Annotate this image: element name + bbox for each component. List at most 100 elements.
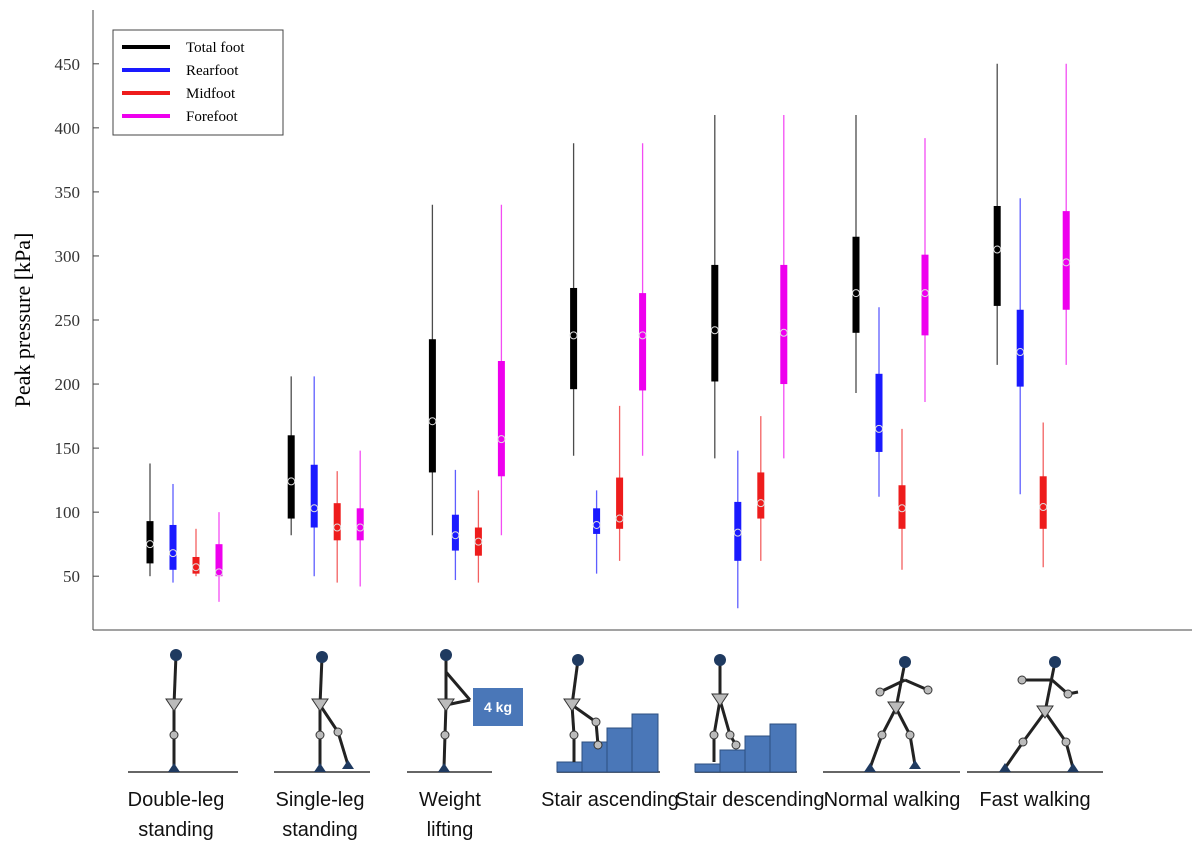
pelvis bbox=[311, 698, 329, 712]
limb bbox=[1043, 661, 1057, 713]
foot bbox=[314, 763, 326, 772]
joint bbox=[591, 717, 601, 727]
median bbox=[615, 514, 624, 523]
box bbox=[497, 360, 505, 477]
head bbox=[572, 654, 584, 666]
median bbox=[592, 520, 601, 529]
median bbox=[146, 540, 154, 549]
limb bbox=[894, 661, 907, 709]
limb bbox=[442, 734, 447, 769]
median bbox=[169, 549, 177, 558]
box bbox=[428, 339, 436, 473]
median bbox=[474, 537, 483, 546]
limb bbox=[894, 707, 912, 736]
limb bbox=[718, 699, 732, 736]
y-tick-label: 350 bbox=[55, 183, 81, 202]
limb bbox=[172, 654, 178, 706]
box bbox=[215, 544, 223, 577]
pelvis bbox=[437, 698, 455, 712]
limb bbox=[908, 734, 917, 766]
limb bbox=[318, 704, 340, 733]
category-label: Single-leg standing bbox=[275, 789, 365, 841]
joint bbox=[1063, 689, 1073, 699]
y-tick-label: 50 bbox=[63, 567, 80, 586]
foot bbox=[1067, 763, 1079, 772]
y-tick-label: 300 bbox=[55, 247, 81, 266]
head bbox=[714, 654, 726, 666]
category-label: Double-leg standing bbox=[127, 789, 225, 841]
median bbox=[1062, 258, 1071, 267]
joint bbox=[877, 730, 887, 740]
y-tick-label: 200 bbox=[55, 375, 81, 394]
y-tick-label: 400 bbox=[55, 119, 81, 138]
weight-box bbox=[473, 688, 523, 726]
joint bbox=[709, 730, 719, 740]
head bbox=[316, 651, 328, 663]
median bbox=[852, 289, 860, 298]
stair bbox=[744, 735, 772, 773]
median bbox=[497, 435, 506, 444]
median bbox=[756, 499, 765, 508]
foot bbox=[438, 763, 450, 772]
box bbox=[310, 464, 318, 528]
joint bbox=[440, 730, 450, 740]
box bbox=[639, 293, 647, 391]
median bbox=[356, 523, 365, 532]
median bbox=[287, 477, 296, 486]
median bbox=[779, 328, 788, 337]
legend-label: Midfoot bbox=[186, 86, 236, 102]
y-axis-label: Peak pressure [kPa] bbox=[10, 233, 35, 408]
head bbox=[440, 649, 452, 661]
head bbox=[170, 649, 182, 661]
joint bbox=[169, 730, 179, 740]
head bbox=[1049, 656, 1061, 668]
limb bbox=[879, 678, 906, 694]
category-label: Stair ascending bbox=[541, 789, 679, 811]
weight-label: 4 kg bbox=[484, 699, 512, 715]
box bbox=[333, 503, 341, 541]
median bbox=[310, 504, 319, 513]
median bbox=[993, 245, 1002, 254]
joint bbox=[569, 730, 579, 740]
box bbox=[875, 373, 883, 452]
foot bbox=[864, 763, 876, 772]
joint bbox=[1018, 737, 1028, 747]
median bbox=[1016, 348, 1025, 357]
median bbox=[451, 531, 460, 540]
joint bbox=[593, 740, 603, 750]
box bbox=[287, 435, 295, 519]
median bbox=[215, 568, 223, 577]
foot bbox=[999, 763, 1011, 772]
limb bbox=[1043, 711, 1068, 743]
box bbox=[780, 264, 788, 385]
joint bbox=[725, 730, 735, 740]
y-tick-label: 100 bbox=[55, 503, 81, 522]
box bbox=[757, 472, 765, 519]
joint bbox=[333, 727, 343, 737]
median bbox=[638, 331, 647, 340]
foot bbox=[342, 760, 354, 769]
stair bbox=[606, 727, 634, 773]
median bbox=[1039, 503, 1048, 512]
category-label: Normal walking bbox=[823, 789, 961, 811]
box bbox=[616, 477, 624, 529]
legend-label: Rearfoot bbox=[186, 63, 239, 79]
box bbox=[169, 524, 177, 570]
limb bbox=[570, 659, 580, 706]
joint bbox=[905, 730, 915, 740]
category-label: Weight lifting bbox=[419, 789, 481, 841]
pelvis bbox=[563, 698, 581, 712]
y-tick-label: 250 bbox=[55, 311, 81, 330]
pelvis bbox=[711, 693, 729, 707]
median bbox=[733, 528, 742, 537]
box bbox=[993, 205, 1001, 306]
limb bbox=[336, 731, 350, 766]
limb bbox=[318, 656, 324, 706]
y-tick-label: 450 bbox=[55, 55, 81, 74]
median bbox=[898, 504, 906, 513]
pelvis bbox=[165, 698, 183, 712]
limb bbox=[868, 734, 884, 769]
stair bbox=[719, 749, 747, 773]
